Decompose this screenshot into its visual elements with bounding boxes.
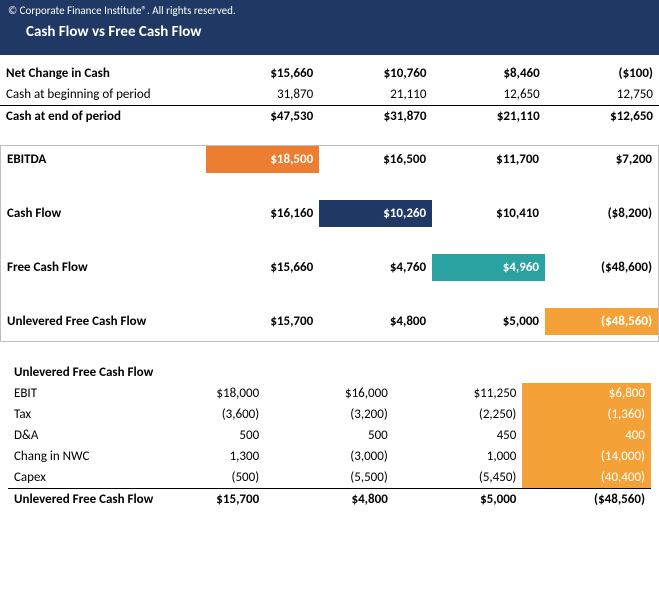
cell: Cash at beginning of period	[0, 84, 206, 106]
header-bar: © Corporate Finance Institute®. All righ…	[0, 0, 659, 55]
cash-summary-table: Net Change in Cash$15,660$10,760$8,460($…	[0, 63, 659, 127]
cell: $47,530	[206, 106, 319, 128]
cell: (3,000)	[265, 446, 394, 467]
cell: $10,410	[432, 200, 545, 227]
cell: $12,650	[546, 106, 659, 128]
table-row: Chang in NWC1,300(3,000)1,000(14,000)	[8, 446, 651, 467]
cell: 400	[522, 425, 651, 446]
cell: EBITDA	[1, 146, 206, 173]
cell: $16,160	[206, 200, 319, 227]
table-row: Cash at end of period$47,530$31,870$21,1…	[0, 106, 659, 128]
cell: $5,000	[394, 489, 523, 511]
cell: Unlevered Free Cash Flow	[8, 489, 137, 511]
cell: $16,000	[265, 383, 394, 404]
cell: $4,960	[432, 254, 545, 281]
section-heading-row: Unlevered Free Cash Flow	[8, 362, 651, 383]
cell: (1,360)	[522, 404, 651, 425]
copyright-text: © Corporate Finance Institute®. All righ…	[8, 4, 651, 17]
cell: (5,450)	[394, 467, 523, 489]
cell: $16,500	[319, 146, 432, 173]
cell: (3,600)	[137, 404, 266, 425]
cell: Capex	[8, 467, 137, 489]
cell: 31,870	[206, 84, 319, 106]
cell: ($8,200)	[545, 200, 658, 227]
cell: $4,800	[319, 308, 432, 335]
cell: $4,760	[319, 254, 432, 281]
cell: Tax	[8, 404, 137, 425]
spacer-row	[1, 281, 658, 308]
cell: $15,660	[206, 63, 319, 84]
cell: $21,110	[432, 106, 545, 128]
cell: Unlevered Free Cash Flow	[1, 308, 206, 335]
cell: (500)	[137, 467, 266, 489]
cell: (3,200)	[265, 404, 394, 425]
cell: 1,300	[137, 446, 266, 467]
cell: 12,750	[546, 84, 659, 106]
cell: Cash Flow	[1, 200, 206, 227]
table-row: Cash at beginning of period31,87021,1101…	[0, 84, 659, 106]
metrics-table: EBITDA$18,500$16,500$11,700$7,200 Cash F…	[1, 146, 658, 335]
cell: EBIT	[8, 383, 137, 404]
cell: ($48,560)	[545, 308, 658, 335]
cell: 450	[394, 425, 523, 446]
cell: $15,700	[206, 308, 319, 335]
cell: $11,250	[394, 383, 523, 404]
cell: $7,200	[545, 146, 658, 173]
cell: Chang in NWC	[8, 446, 137, 467]
total-row: Unlevered Free Cash Flow$15,700$4,800$5,…	[8, 489, 651, 511]
cell: Net Change in Cash	[0, 63, 206, 84]
table-row: Cash Flow$16,160$10,260$10,410($8,200)	[1, 200, 658, 227]
cell: 21,110	[319, 84, 432, 106]
cell: Cash at end of period	[0, 106, 206, 128]
table-row: Capex(500)(5,500)(5,450)(40,400)	[8, 467, 651, 489]
cell: (14,000)	[522, 446, 651, 467]
cell: $18,000	[137, 383, 266, 404]
cell: D&A	[8, 425, 137, 446]
cell: $4,800	[265, 489, 394, 511]
cell: $18,500	[206, 146, 319, 173]
cell: $15,660	[206, 254, 319, 281]
cell: 500	[137, 425, 266, 446]
cell: 12,650	[432, 84, 545, 106]
ufcf-section: Unlevered Free Cash FlowEBIT$18,000$16,0…	[0, 362, 659, 510]
cell: $15,700	[137, 489, 266, 511]
table-row: D&A500500450400	[8, 425, 651, 446]
table-row: Tax(3,600)(3,200)(2,250)(1,360)	[8, 404, 651, 425]
metrics-section: EBITDA$18,500$16,500$11,700$7,200 Cash F…	[0, 145, 659, 342]
page-title: Cash Flow vs Free Cash Flow	[8, 23, 651, 41]
cell: $10,760	[319, 63, 432, 84]
cell: (2,250)	[394, 404, 523, 425]
cell: ($48,600)	[545, 254, 658, 281]
cell: Unlevered Free Cash Flow	[8, 362, 651, 383]
cell: $10,260	[319, 200, 432, 227]
cell: ($100)	[546, 63, 659, 84]
cell: Free Cash Flow	[1, 254, 206, 281]
cell: 500	[265, 425, 394, 446]
cell: ($48,560)	[522, 489, 651, 511]
table-row: EBIT$18,000$16,000$11,250$6,800	[8, 383, 651, 404]
table-row: EBITDA$18,500$16,500$11,700$7,200	[1, 146, 658, 173]
cash-summary-section: Net Change in Cash$15,660$10,760$8,460($…	[0, 63, 659, 127]
cell: $11,700	[432, 146, 545, 173]
ufcf-table: Unlevered Free Cash FlowEBIT$18,000$16,0…	[8, 362, 651, 510]
table-row: Net Change in Cash$15,660$10,760$8,460($…	[0, 63, 659, 84]
spacer-row	[1, 173, 658, 200]
cell: $5,000	[432, 308, 545, 335]
cell: $6,800	[522, 383, 651, 404]
cell: 1,000	[394, 446, 523, 467]
cell: (40,400)	[522, 467, 651, 489]
spacer-row	[1, 227, 658, 254]
cell: $8,460	[432, 63, 545, 84]
table-row: Unlevered Free Cash Flow$15,700$4,800$5,…	[1, 308, 658, 335]
table-row: Free Cash Flow$15,660$4,760$4,960($48,60…	[1, 254, 658, 281]
cell: (5,500)	[265, 467, 394, 489]
cell: $31,870	[319, 106, 432, 128]
